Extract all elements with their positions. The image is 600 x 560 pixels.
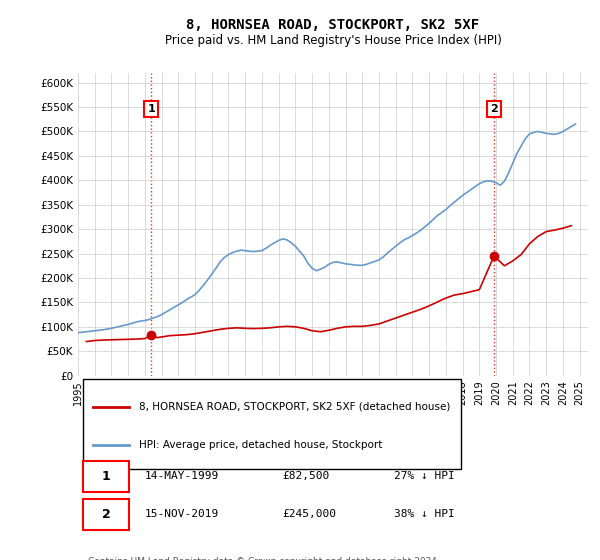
Text: HPI: Average price, detached house, Stockport: HPI: Average price, detached house, Stoc… (139, 440, 383, 450)
Text: 27% ↓ HPI: 27% ↓ HPI (394, 471, 455, 481)
Text: Price paid vs. HM Land Registry's House Price Index (HPI): Price paid vs. HM Land Registry's House … (164, 34, 502, 47)
Text: Contains HM Land Registry data © Crown copyright and database right 2024.
This d: Contains HM Land Registry data © Crown c… (88, 557, 440, 560)
Text: 14-MAY-1999: 14-MAY-1999 (145, 471, 218, 481)
Text: 1: 1 (101, 470, 110, 483)
Text: 2: 2 (490, 104, 498, 114)
Text: £82,500: £82,500 (282, 471, 329, 481)
Text: 1: 1 (147, 104, 155, 114)
Text: 38% ↓ HPI: 38% ↓ HPI (394, 509, 455, 519)
Text: 8, HORNSEA ROAD, STOCKPORT, SK2 5XF: 8, HORNSEA ROAD, STOCKPORT, SK2 5XF (187, 18, 479, 32)
FancyBboxPatch shape (83, 498, 129, 530)
FancyBboxPatch shape (83, 379, 461, 469)
FancyBboxPatch shape (83, 460, 129, 492)
Text: 2: 2 (101, 508, 110, 521)
Text: 15-NOV-2019: 15-NOV-2019 (145, 509, 218, 519)
Text: 8, HORNSEA ROAD, STOCKPORT, SK2 5XF (detached house): 8, HORNSEA ROAD, STOCKPORT, SK2 5XF (det… (139, 402, 451, 412)
Text: £245,000: £245,000 (282, 509, 336, 519)
